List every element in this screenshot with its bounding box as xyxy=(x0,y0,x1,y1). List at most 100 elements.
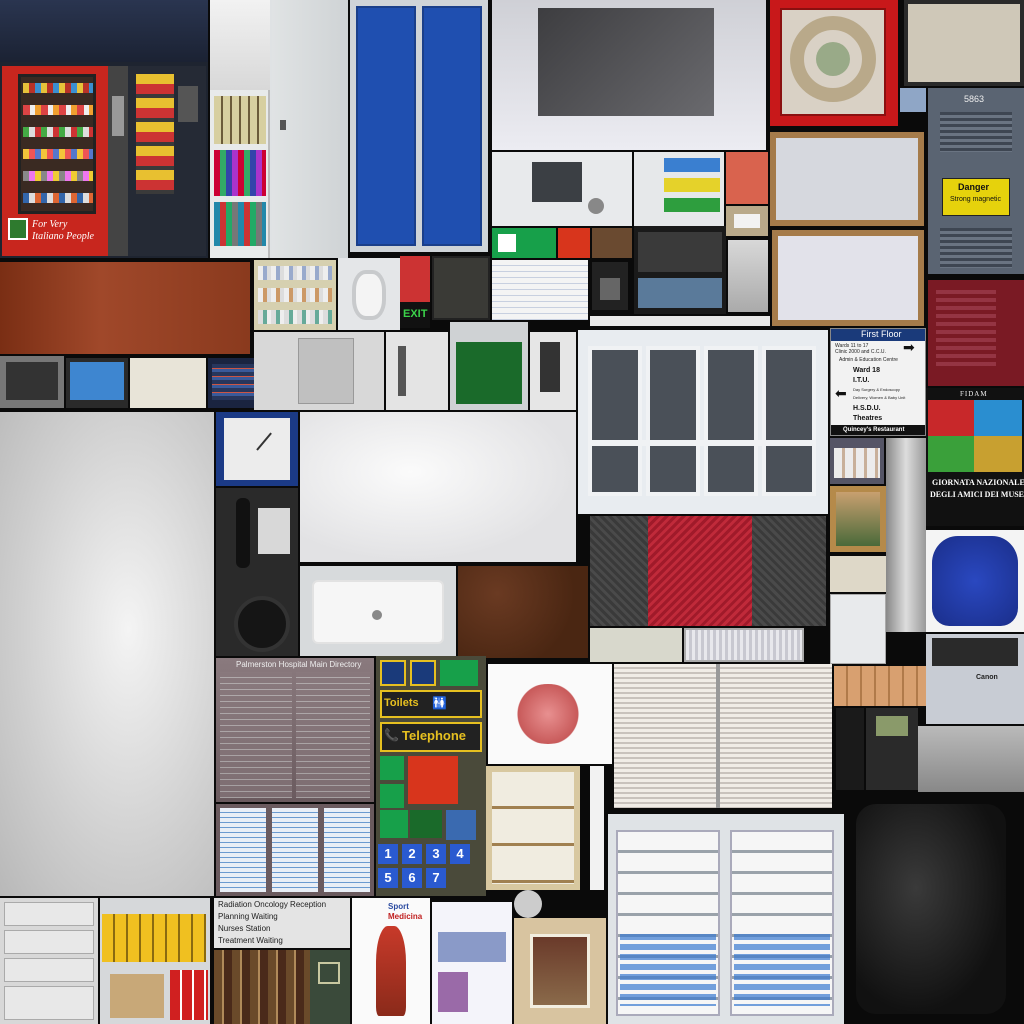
bookshelf-texture xyxy=(214,950,310,1024)
red-box-texture xyxy=(726,152,768,204)
schedule-screens xyxy=(216,804,374,896)
lift-button-1: 1 xyxy=(378,844,398,864)
cupboard-bottles-texture xyxy=(486,766,580,890)
toilet-icon: 🚻 xyxy=(432,696,447,710)
vending-slogan-line1: For Very xyxy=(32,219,68,230)
stamp-texture xyxy=(592,262,628,310)
reception-sign-item-1: Radiation Oncology Reception xyxy=(218,900,327,909)
payphone-texture xyxy=(216,488,298,656)
laptop-texture xyxy=(634,226,726,314)
lift-button-2: 2 xyxy=(402,844,422,864)
shelf-top xyxy=(590,316,770,326)
corkboard-texture-1 xyxy=(770,132,924,226)
staff-photo xyxy=(830,438,884,484)
exit-sign-dark: EXIT xyxy=(400,302,430,328)
monitor-texture-3 xyxy=(130,358,206,408)
wheelchair-icon xyxy=(410,810,442,838)
arrow-right-icon: ➡ xyxy=(903,339,915,355)
directory-ward18: Ward 18 xyxy=(853,367,880,374)
lift-icon xyxy=(410,660,436,686)
cafe-icon xyxy=(380,660,406,686)
small-tile xyxy=(900,88,926,112)
plaque-texture xyxy=(592,228,632,258)
lift-button-7: 7 xyxy=(426,868,446,888)
poster-line2: DEGLI AMICI DEI MUSEI xyxy=(930,490,1024,499)
reception-sign-item-2: Planning Waiting xyxy=(218,912,278,921)
first-aid-icon xyxy=(440,660,478,686)
corkboard-texture-2 xyxy=(772,230,924,326)
blue-chair-texture xyxy=(926,530,1024,632)
first-floor-directory-sign: First Floor Wards 11 to 17 Clinic 2000 a… xyxy=(830,328,926,436)
lift-button-6: 6 xyxy=(402,868,422,888)
reception-sign-item-3: Nurses Station xyxy=(218,924,271,933)
sink-texture xyxy=(300,566,456,656)
book-cover-texture xyxy=(310,950,350,1024)
emergency-exit-icon xyxy=(380,756,404,780)
main-directory-board: Palmerston Hospital Main Directory xyxy=(216,658,374,802)
stairs-icon xyxy=(380,810,408,838)
wood-texture xyxy=(0,262,250,354)
directory-itu: I.T.U. xyxy=(853,377,870,384)
medicine-cabinet-texture xyxy=(608,814,844,1024)
locker-number: 5863 xyxy=(964,94,985,104)
medical-monitor-texture xyxy=(492,152,632,226)
control-panel-texture xyxy=(590,628,682,662)
reception-sign: Radiation Oncology Reception Planning Wa… xyxy=(214,898,350,948)
toilets-label: Toilets xyxy=(384,697,419,709)
danger-sign-title: Danger xyxy=(958,182,990,192)
directory-delivery: Delivery, Women & Baby Unit xyxy=(853,395,906,400)
phone-icon: 📞 xyxy=(384,728,399,742)
sanitizer-texture xyxy=(530,332,576,410)
wood-slats-texture xyxy=(834,666,926,706)
cabinet-binders-texture xyxy=(210,0,348,258)
bed-sheet-texture xyxy=(300,412,576,562)
paper-towel-dispenser xyxy=(830,594,886,664)
server-locker-texture: 5863 Danger Strong magnetic xyxy=(928,88,1024,274)
blue-locker-texture xyxy=(350,0,488,252)
directory-restaurant: Quincey's Restaurant xyxy=(843,427,905,433)
arrow-left-icon: ⬅ xyxy=(835,385,847,401)
exit-sign-green xyxy=(492,228,556,258)
sport-poster-title-a: Sport xyxy=(388,902,409,911)
main-directory-title: Palmerston Hospital Main Directory xyxy=(236,660,362,669)
printer-texture: Canon xyxy=(926,634,1024,724)
fire-hose-reel-texture xyxy=(770,0,898,126)
directory-clinic: Clinic 2000 and C.C.U. xyxy=(835,349,886,355)
green-bin-texture xyxy=(450,322,528,410)
fire-extinguisher-sign xyxy=(558,228,590,258)
framed-flower-painting xyxy=(514,918,606,1024)
danger-sign-subtitle: Strong magnetic xyxy=(950,196,1001,203)
printer-brand: Canon xyxy=(976,674,998,681)
telephone-label: Telephone xyxy=(402,728,467,743)
lift-button-4: 4 xyxy=(450,844,470,864)
wall-clock-texture xyxy=(216,412,298,486)
alarm-panel xyxy=(830,556,886,592)
vending-slogan-line2: Italiano People xyxy=(32,231,94,242)
table-sheet-texture xyxy=(492,260,588,320)
reception-sign-item-4: Treatment Waiting xyxy=(218,936,283,945)
drawer-cabinet-texture xyxy=(0,898,98,1024)
directory-title: First Floor xyxy=(861,329,902,339)
poster-line1: GIORNATA NAZIONALE xyxy=(932,478,1024,487)
black-object xyxy=(836,708,864,790)
metal-panel-texture xyxy=(492,0,766,150)
sliding-doors-texture xyxy=(578,330,828,514)
fidam-poster: FIDAM GIORNATA NAZIONALE DEGLI AMICI DEI… xyxy=(926,388,1024,526)
gas-outlets-texture xyxy=(634,152,724,226)
directory-day-surgery: Day Surgery & Endoscopy xyxy=(853,387,900,392)
door-edge xyxy=(886,438,926,632)
white-strip xyxy=(590,766,604,890)
exit-arrow-icon xyxy=(380,784,404,808)
fire-hose-icon xyxy=(408,756,458,804)
cabinet-steel-texture xyxy=(918,726,1024,792)
anatomy-illustration xyxy=(488,664,612,764)
newspaper-texture xyxy=(928,280,1024,386)
lift-button-5: 5 xyxy=(378,868,398,888)
fidam-brand: FIDAM xyxy=(960,390,988,398)
floor-mat-texture xyxy=(590,516,826,626)
vending-machine-texture: For Very Italiano People xyxy=(0,0,208,258)
grey-tile xyxy=(728,240,768,312)
lift-button-3: 3 xyxy=(426,844,446,864)
window-blinds-texture xyxy=(614,664,832,808)
grey-box-texture xyxy=(904,0,1024,86)
